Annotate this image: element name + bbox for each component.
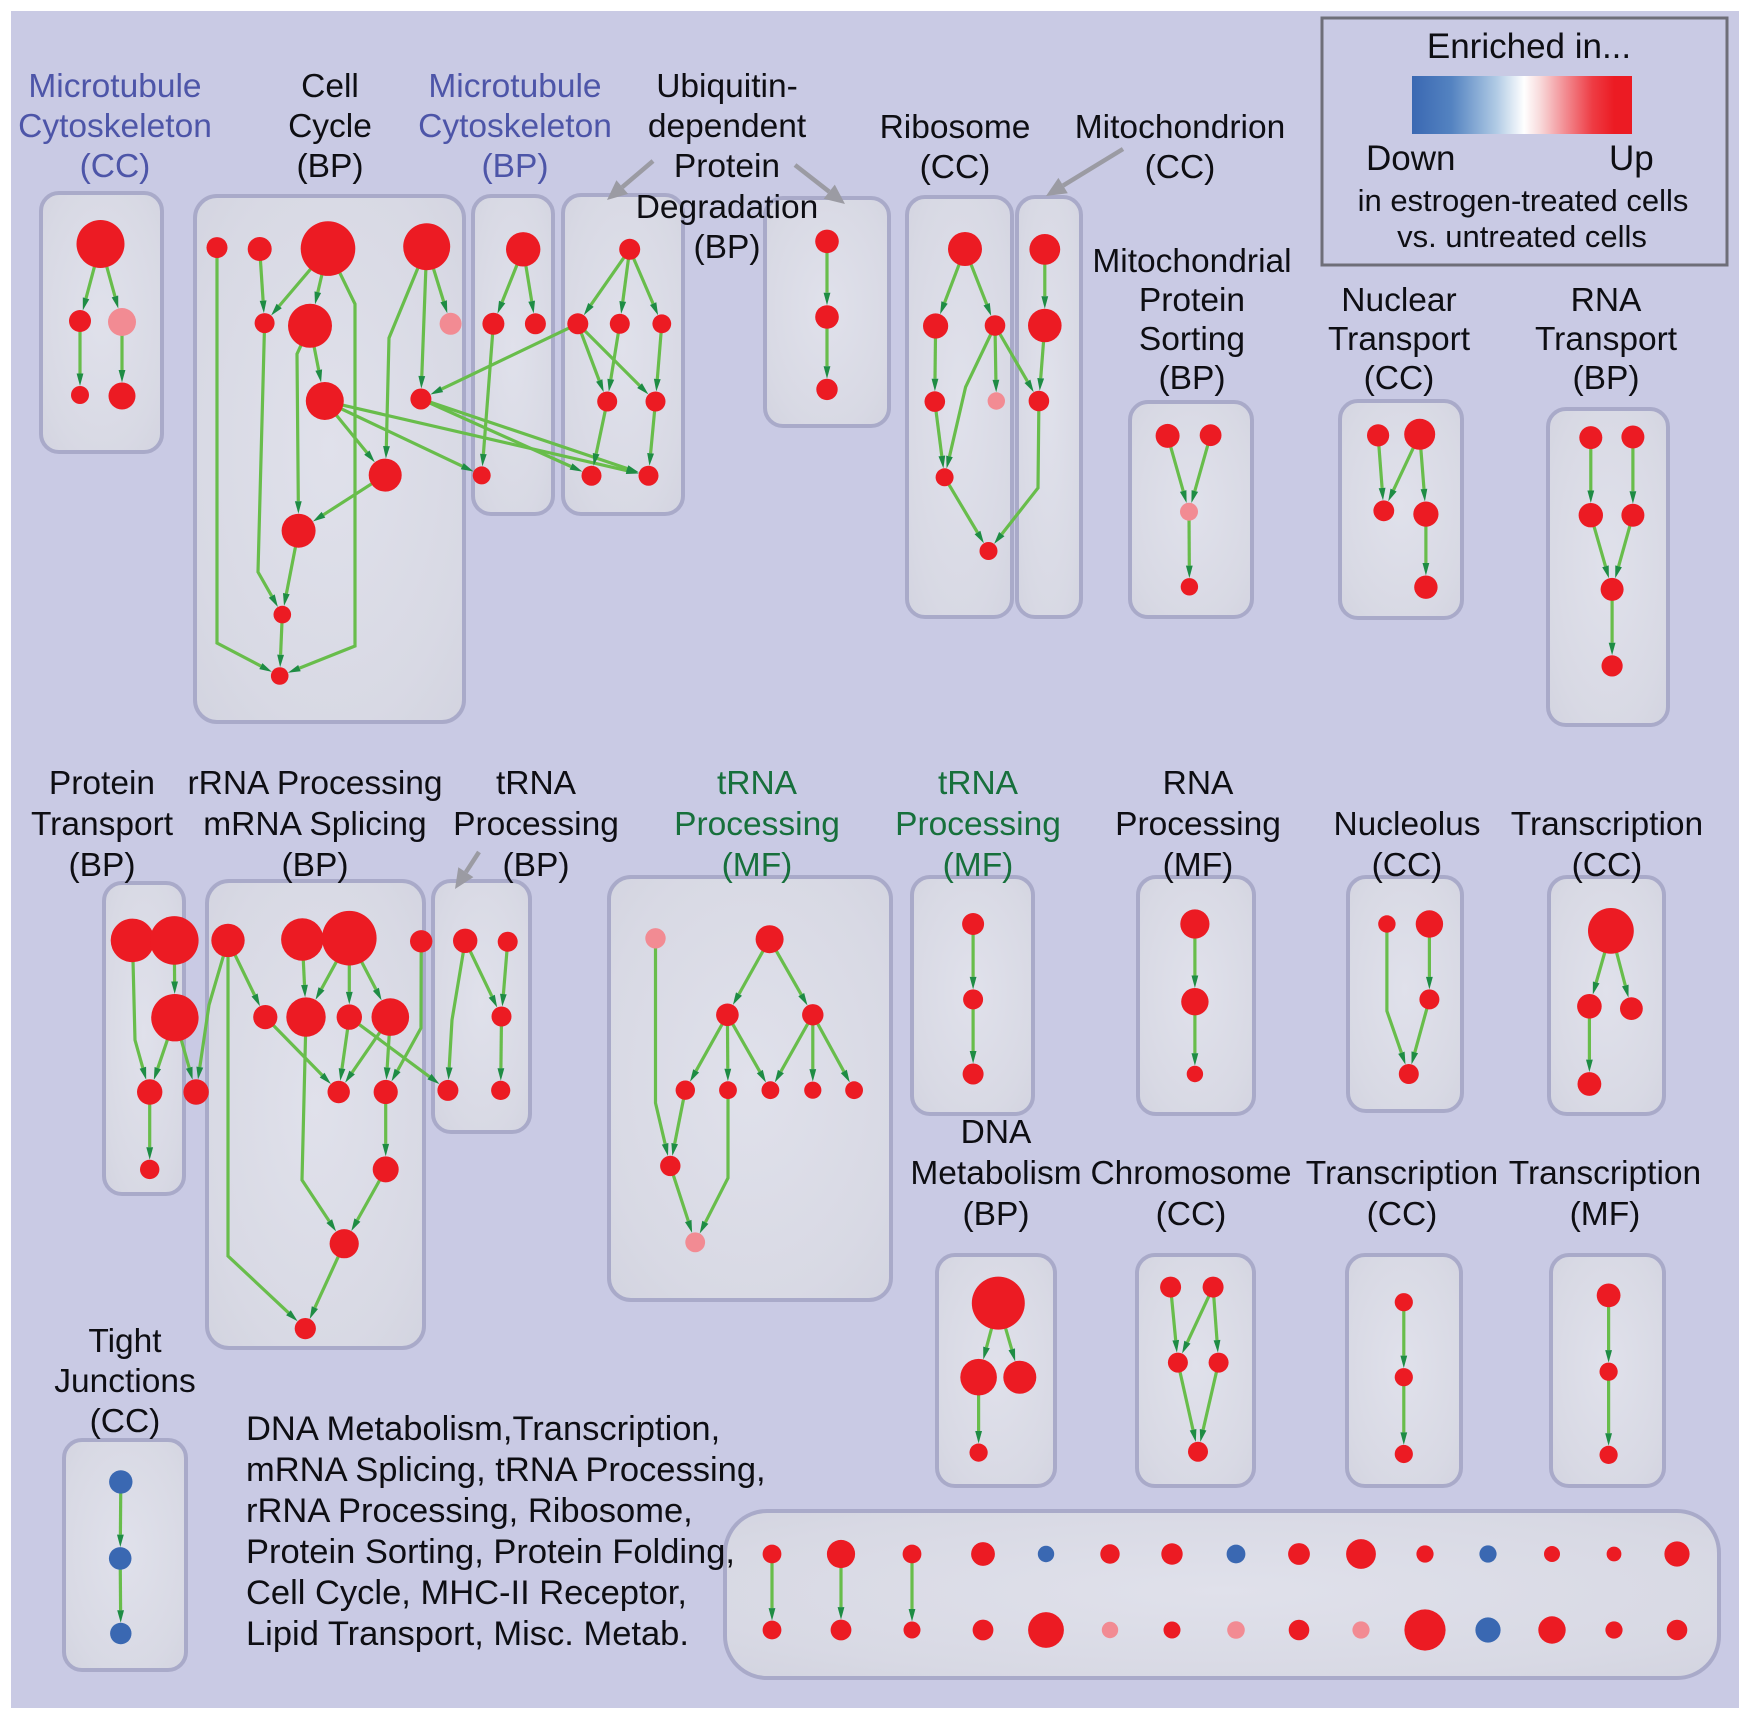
svg-text:Mitochondrial: Mitochondrial: [1092, 243, 1291, 280]
svg-text:(CC): (CC): [80, 148, 151, 185]
svg-text:Nuclear: Nuclear: [1341, 282, 1456, 319]
svg-text:Down: Down: [1366, 139, 1455, 178]
svg-text:(BP): (BP): [482, 148, 549, 185]
svg-text:mRNA Splicing, tRNA Processing: mRNA Splicing, tRNA Processing,: [246, 1451, 766, 1489]
svg-text:Transport: Transport: [1328, 321, 1471, 358]
svg-text:Sorting: Sorting: [1139, 321, 1245, 358]
svg-text:Microtubule: Microtubule: [428, 68, 601, 105]
svg-text:Protein: Protein: [49, 765, 155, 802]
svg-text:Chromosome: Chromosome: [1090, 1155, 1291, 1192]
svg-text:Transcription: Transcription: [1509, 1155, 1701, 1192]
svg-text:Protein Sorting, Protein Foldi: Protein Sorting, Protein Folding,: [246, 1533, 735, 1571]
svg-text:dependent: dependent: [648, 108, 807, 145]
svg-text:(CC): (CC): [1372, 847, 1443, 884]
svg-text:(BP): (BP): [694, 229, 761, 266]
svg-text:Enriched in...: Enriched in...: [1427, 27, 1631, 66]
svg-text:RNA: RNA: [1571, 282, 1642, 319]
svg-text:Nucleolus: Nucleolus: [1333, 806, 1480, 843]
svg-text:Junctions: Junctions: [54, 1363, 196, 1400]
svg-text:Transport: Transport: [31, 806, 174, 843]
svg-text:(MF): (MF): [943, 847, 1014, 884]
svg-text:rRNA Processing: rRNA Processing: [187, 765, 442, 802]
svg-text:Mitochondrion: Mitochondrion: [1075, 109, 1285, 146]
svg-text:(CC): (CC): [1156, 1196, 1227, 1233]
svg-text:in estrogen-treated cells: in estrogen-treated cells: [1358, 183, 1689, 218]
svg-text:tRNA: tRNA: [717, 765, 798, 802]
svg-text:DNA: DNA: [961, 1114, 1032, 1151]
svg-text:Tight: Tight: [88, 1323, 162, 1360]
svg-text:Metabolism: Metabolism: [910, 1155, 1081, 1192]
svg-text:Cell Cycle, MHC-II Receptor,: Cell Cycle, MHC-II Receptor,: [246, 1574, 687, 1612]
svg-text:(CC): (CC): [90, 1403, 161, 1440]
svg-text:DNA Metabolism,Transcription,: DNA Metabolism,Transcription,: [246, 1410, 720, 1448]
svg-text:Processing: Processing: [895, 806, 1061, 843]
svg-text:Processing: Processing: [1115, 806, 1281, 843]
svg-text:Lipid Transport, Misc. Metab.: Lipid Transport, Misc. Metab.: [246, 1615, 689, 1653]
svg-text:mRNA Splicing: mRNA Splicing: [203, 806, 426, 843]
svg-text:Processing: Processing: [453, 806, 619, 843]
svg-text:Cytoskeleton: Cytoskeleton: [418, 108, 612, 145]
svg-text:Up: Up: [1609, 139, 1654, 178]
svg-text:(BP): (BP): [282, 847, 349, 884]
svg-text:(MF): (MF): [1163, 847, 1234, 884]
svg-text:(BP): (BP): [1159, 360, 1226, 397]
svg-text:tRNA: tRNA: [496, 765, 577, 802]
svg-text:tRNA: tRNA: [938, 765, 1019, 802]
svg-text:(BP): (BP): [69, 847, 136, 884]
svg-text:(MF): (MF): [1570, 1196, 1641, 1233]
svg-text:(BP): (BP): [963, 1196, 1030, 1233]
svg-text:rRNA Processing, Ribosome,: rRNA Processing, Ribosome,: [246, 1492, 693, 1530]
svg-text:Degradation: Degradation: [636, 189, 819, 226]
svg-text:Transcription: Transcription: [1511, 806, 1703, 843]
svg-text:Protein: Protein: [674, 148, 780, 185]
svg-text:(CC): (CC): [1572, 847, 1643, 884]
svg-text:RNA: RNA: [1163, 765, 1234, 802]
svg-text:Microtubule: Microtubule: [28, 68, 201, 105]
svg-text:Cytoskeleton: Cytoskeleton: [18, 108, 212, 145]
svg-text:(BP): (BP): [297, 148, 364, 185]
svg-text:Cell: Cell: [301, 68, 359, 105]
svg-text:(CC): (CC): [1367, 1196, 1438, 1233]
svg-text:Protein: Protein: [1139, 282, 1245, 319]
svg-text:(BP): (BP): [1573, 360, 1640, 397]
svg-text:Ubiquitin-: Ubiquitin-: [656, 68, 798, 105]
svg-text:(CC): (CC): [1364, 360, 1435, 397]
svg-text:Transcription: Transcription: [1306, 1155, 1498, 1192]
svg-text:Transport: Transport: [1535, 321, 1678, 358]
svg-text:Cycle: Cycle: [288, 108, 372, 145]
svg-text:Ribosome: Ribosome: [880, 109, 1031, 146]
svg-text:Processing: Processing: [674, 806, 840, 843]
svg-text:vs. untreated cells: vs. untreated cells: [1397, 219, 1647, 254]
svg-text:(CC): (CC): [1145, 149, 1216, 186]
svg-text:(BP): (BP): [503, 847, 570, 884]
svg-text:(MF): (MF): [722, 847, 793, 884]
svg-text:(CC): (CC): [920, 149, 991, 186]
